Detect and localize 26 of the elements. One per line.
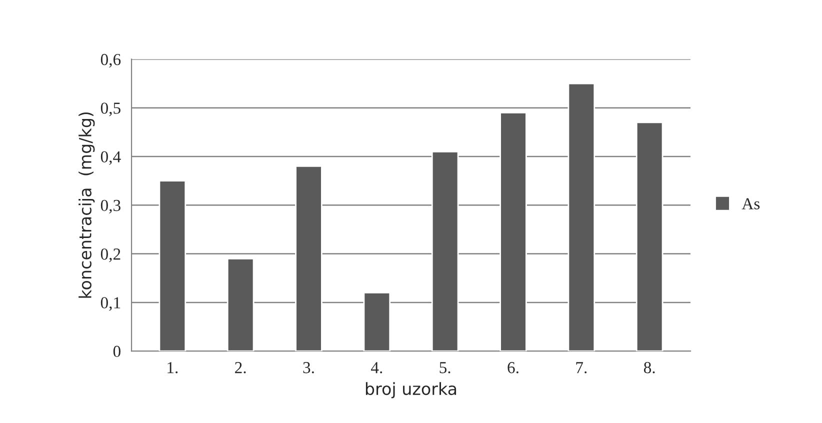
bar bbox=[500, 112, 527, 352]
x-tick-label: 8. bbox=[644, 362, 655, 374]
legend-label: As bbox=[742, 198, 760, 210]
y-axis-title: koncentracija (mg/kg) bbox=[78, 112, 95, 298]
x-tick-label: 4. bbox=[370, 362, 382, 374]
y-tick-label: 0,3 bbox=[100, 200, 120, 214]
x-tick-label: 5. bbox=[440, 362, 450, 374]
x-tick-label: 7. bbox=[576, 362, 587, 374]
y-tick-label: 0,4 bbox=[100, 151, 121, 165]
y-tick-label: 0 bbox=[113, 346, 120, 358]
x-tick-label: 1. bbox=[168, 362, 178, 374]
y-tick-label: 0,1 bbox=[100, 297, 120, 311]
x-tick-label: 2. bbox=[235, 362, 246, 374]
bar bbox=[568, 82, 596, 352]
bar bbox=[431, 150, 459, 352]
x-tick-label: 6. bbox=[508, 362, 518, 374]
y-tick-label: 0,2 bbox=[100, 248, 120, 262]
bar bbox=[295, 166, 322, 352]
bar bbox=[226, 258, 254, 352]
y-tick-label: 0,6 bbox=[100, 54, 121, 68]
x-tick-label: 3. bbox=[303, 362, 314, 374]
y-tick-label: 0,5 bbox=[100, 102, 120, 116]
x-axis-title: broj uzorka bbox=[366, 382, 456, 398]
bar bbox=[158, 180, 186, 352]
bar bbox=[363, 292, 391, 352]
bar bbox=[636, 122, 664, 352]
